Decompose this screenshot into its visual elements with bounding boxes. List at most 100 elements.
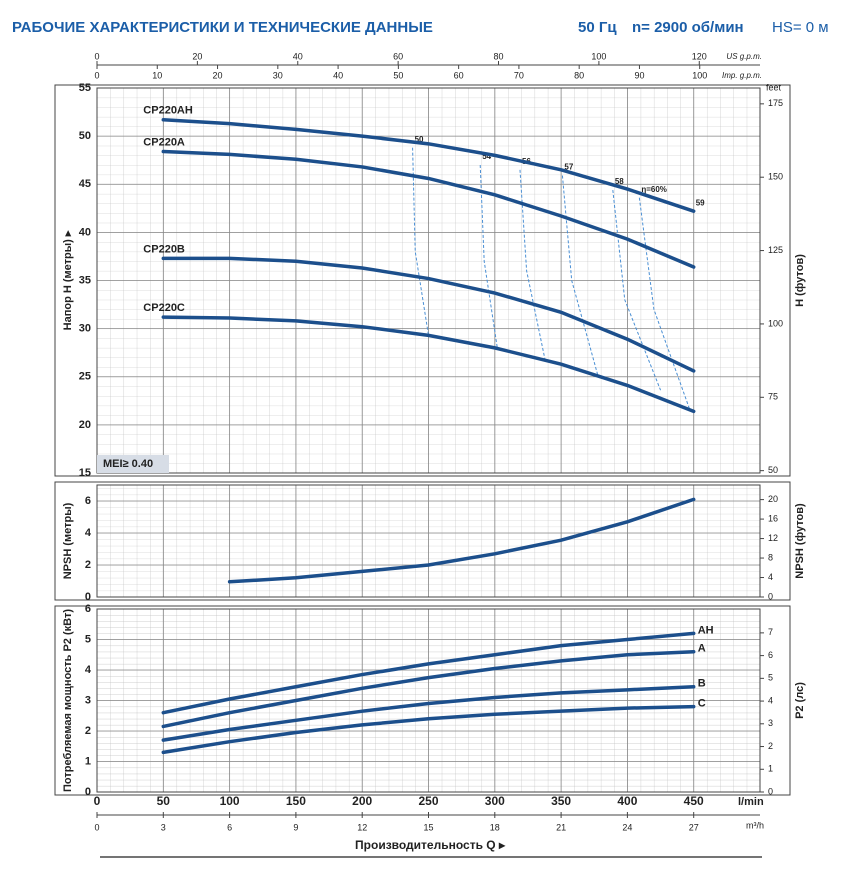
curve bbox=[161, 256, 696, 373]
curve bbox=[161, 315, 696, 414]
curve-label: CP220B bbox=[143, 243, 185, 255]
efficiency-line bbox=[612, 189, 662, 391]
curve-label: B bbox=[698, 678, 706, 690]
top-tick-label: 70 bbox=[514, 70, 524, 80]
bottom-tick-label: 18 bbox=[490, 822, 500, 832]
curve bbox=[161, 118, 696, 213]
x-tick-label: 350 bbox=[551, 794, 571, 808]
curve bbox=[161, 685, 696, 742]
x-tick-label: 400 bbox=[617, 794, 637, 808]
efficiency-line bbox=[561, 175, 599, 377]
x-axis-label: Производительность Q ▸ bbox=[355, 838, 506, 852]
y-axis-label: Потребляемая мощность P2 (кВт) bbox=[62, 609, 74, 792]
y2-tick-label: 125 bbox=[768, 245, 783, 255]
curve bbox=[161, 704, 696, 755]
top-tick-label: 40 bbox=[333, 70, 343, 80]
y-tick-label: 6 bbox=[85, 495, 91, 507]
suction-height: HS= 0 м bbox=[772, 19, 829, 36]
curve-label: C bbox=[698, 698, 706, 710]
speed: n= 2900 об/мин bbox=[632, 19, 744, 36]
y-tick-label: 2 bbox=[85, 559, 91, 571]
frequency: 50 Гц bbox=[578, 19, 617, 36]
x-tick-label: 300 bbox=[485, 794, 505, 808]
curve-label: CP220C bbox=[143, 302, 185, 314]
y-tick-label: 35 bbox=[79, 274, 91, 286]
top-tick-label: 90 bbox=[634, 70, 644, 80]
annotation-box bbox=[97, 455, 169, 473]
y2-axis-label: H (футов) bbox=[794, 254, 806, 307]
bottom-tick-label: 6 bbox=[227, 822, 232, 832]
bottom-tick-label: 3 bbox=[161, 822, 166, 832]
efficiency-label: 58 bbox=[615, 177, 624, 186]
y2-tick-label: 50 bbox=[768, 465, 778, 475]
y2-tick-label: 150 bbox=[768, 172, 783, 182]
top-tick-label: 100 bbox=[692, 70, 707, 80]
top-tick-label: 120 bbox=[692, 51, 707, 61]
top-tick-label: 20 bbox=[213, 70, 223, 80]
y2-tick-label: 1 bbox=[768, 764, 773, 774]
y-tick-label: 2 bbox=[85, 725, 91, 737]
x-tick-label: 50 bbox=[157, 794, 171, 808]
y-tick-label: 45 bbox=[79, 178, 91, 190]
y2-tick-label: 6 bbox=[768, 650, 773, 660]
bottom-tick-label: 24 bbox=[622, 822, 632, 832]
y2-tick-label: 4 bbox=[768, 572, 773, 582]
bottom-tick-label: 15 bbox=[423, 822, 433, 832]
efficiency-label: 54 bbox=[482, 152, 491, 161]
curve bbox=[227, 497, 696, 584]
y-tick-label: 0 bbox=[85, 786, 91, 798]
y-axis-label: NPSH (метры) bbox=[62, 502, 74, 579]
curve-label: CP220A bbox=[143, 136, 185, 148]
top-axis-label: US g.p.m. bbox=[726, 52, 762, 61]
efficiency-line bbox=[479, 164, 498, 349]
y-tick-label: 55 bbox=[79, 82, 91, 94]
top-tick-label: 80 bbox=[494, 51, 504, 61]
y-tick-label: 15 bbox=[79, 467, 91, 479]
y-tick-label: 4 bbox=[85, 664, 92, 676]
curve bbox=[161, 649, 696, 729]
y-tick-label: 1 bbox=[85, 755, 91, 767]
top-tick-label: 40 bbox=[293, 51, 303, 61]
page-title: РАБОЧИЕ ХАРАКТЕРИСТИКИ И ТЕХНИЧЕСКИЕ ДАН… bbox=[12, 19, 433, 36]
y-tick-label: 0 bbox=[85, 591, 91, 603]
y2-tick-label: 3 bbox=[768, 718, 773, 728]
top-tick-label: 10 bbox=[152, 70, 162, 80]
plot-border bbox=[96, 87, 761, 474]
y-tick-label: 6 bbox=[85, 603, 91, 615]
panel-frame bbox=[54, 481, 791, 601]
y-tick-label: 5 bbox=[85, 633, 91, 645]
curve bbox=[161, 149, 696, 269]
efficiency-line bbox=[412, 147, 429, 336]
plot-border bbox=[96, 608, 761, 793]
y2-tick-label: 0 bbox=[768, 786, 773, 796]
bottom-axis-label: m³/h bbox=[746, 820, 764, 830]
top-tick-label: 60 bbox=[454, 70, 464, 80]
x-unit: l/min bbox=[738, 796, 764, 808]
y2-tick-label: 12 bbox=[768, 533, 778, 543]
y-tick-label: 3 bbox=[85, 694, 91, 706]
bottom-tick-label: 12 bbox=[357, 822, 367, 832]
y-tick-label: 30 bbox=[79, 323, 91, 335]
bottom-tick-label: 0 bbox=[94, 822, 99, 832]
y-tick-label: 50 bbox=[79, 130, 91, 142]
y-tick-label: 40 bbox=[79, 226, 91, 238]
y2-unit: feet bbox=[766, 82, 782, 92]
y-tick-label: 25 bbox=[79, 371, 91, 383]
curve-label: CP220AH bbox=[143, 105, 193, 117]
panel-frame bbox=[54, 84, 791, 477]
y2-tick-label: 4 bbox=[768, 695, 773, 705]
top-tick-label: 30 bbox=[273, 70, 283, 80]
bottom-tick-label: 21 bbox=[556, 822, 566, 832]
curve bbox=[161, 631, 696, 715]
x-tick-label: 150 bbox=[286, 794, 306, 808]
efficiency-label: 57 bbox=[564, 163, 573, 172]
curve-label: AH bbox=[698, 624, 714, 636]
top-tick-label: 100 bbox=[591, 51, 606, 61]
x-tick-label: 0 bbox=[94, 794, 101, 808]
annotation: MEI≥ 0.40 bbox=[103, 458, 153, 470]
y2-tick-label: 75 bbox=[768, 392, 778, 402]
bottom-tick-label: 9 bbox=[293, 822, 298, 832]
top-axis-label: Imp. g.p.m. bbox=[722, 71, 762, 80]
panel-frame bbox=[54, 605, 791, 796]
